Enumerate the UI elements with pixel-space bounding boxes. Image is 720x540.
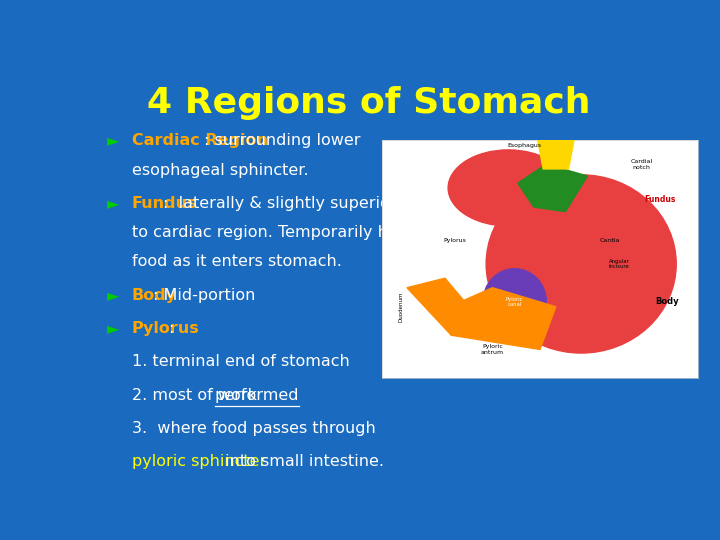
Ellipse shape [483, 269, 546, 335]
Polygon shape [407, 278, 483, 335]
Text: Body: Body [132, 288, 177, 303]
Text: Esophagus: Esophagus [507, 143, 541, 147]
Text: Angular
incisure: Angular incisure [609, 259, 629, 269]
Text: : surrounding lower: : surrounding lower [204, 133, 361, 148]
Polygon shape [537, 136, 575, 169]
Text: Pylorus: Pylorus [443, 238, 466, 242]
Text: Body: Body [655, 298, 678, 307]
Polygon shape [518, 164, 588, 212]
Text: : Mid-portion: : Mid-portion [153, 288, 255, 303]
Text: ►: ► [107, 196, 119, 211]
Text: 3.  where food passes through: 3. where food passes through [132, 421, 376, 436]
Text: Pyloric
antrum: Pyloric antrum [481, 344, 504, 355]
Text: pyloric sphincter: pyloric sphincter [132, 454, 266, 469]
Text: Fundus: Fundus [644, 195, 676, 204]
Text: Pyloric
canal: Pyloric canal [506, 296, 523, 307]
Text: into small intestine.: into small intestine. [220, 454, 384, 469]
Text: ►: ► [107, 133, 119, 148]
Text: 1. terminal end of stomach: 1. terminal end of stomach [132, 354, 350, 369]
Text: esophageal sphincter.: esophageal sphincter. [132, 163, 308, 178]
Text: ►: ► [107, 321, 119, 336]
Text: ►: ► [107, 288, 119, 303]
Text: Cardiac Region: Cardiac Region [132, 133, 268, 148]
Text: Cardial
notch: Cardial notch [630, 159, 652, 170]
Text: 4 Regions of Stomach: 4 Regions of Stomach [148, 85, 590, 119]
Text: to cardiac region. Temporarily holds: to cardiac region. Temporarily holds [132, 225, 420, 240]
Text: :  laterally & slightly superior: : laterally & slightly superior [163, 196, 397, 211]
Text: Cardia: Cardia [600, 238, 620, 242]
Ellipse shape [448, 150, 569, 226]
Text: food as it enters stomach.: food as it enters stomach. [132, 254, 342, 269]
Text: :: : [168, 321, 174, 336]
Text: Duodenum: Duodenum [398, 292, 403, 322]
Text: 2. most of work: 2. most of work [132, 388, 262, 402]
Polygon shape [438, 288, 556, 349]
Text: Pylorus: Pylorus [132, 321, 199, 336]
Text: Fundus: Fundus [132, 196, 197, 211]
Ellipse shape [486, 175, 676, 353]
Text: performed: performed [215, 388, 299, 402]
